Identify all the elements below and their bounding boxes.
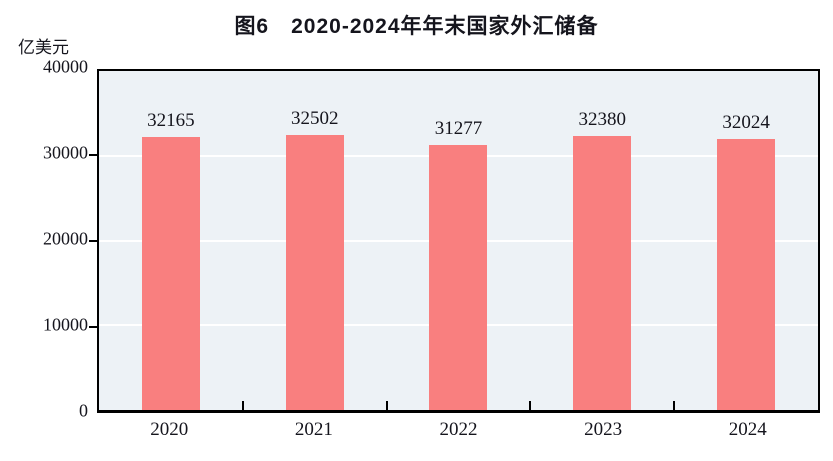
bar-value-label-2024: 32024	[722, 111, 770, 133]
y-tick-label-0: 0	[79, 400, 88, 421]
plot-area: 32165 32502 31277 32380 32024	[97, 69, 820, 413]
y-tick-label-40000: 40000	[43, 56, 88, 77]
bar-slot-2021: 32502	[243, 71, 387, 410]
x-tick-label-2023: 2023	[584, 419, 623, 440]
x-tick-label-2021: 2021	[294, 419, 333, 440]
y-axis-unit-label: 亿美元	[18, 38, 69, 57]
y-axis-tick-marks	[89, 69, 97, 413]
bar-2021	[285, 134, 344, 410]
bar-slot-2020: 32165	[99, 71, 243, 410]
x-tick-label-2020: 2020	[150, 419, 189, 440]
bar-value-label-2020: 32165	[147, 110, 195, 132]
y-tick-label-30000: 30000	[43, 142, 88, 163]
bar-value-label-2022: 31277	[434, 117, 483, 139]
y-tick-mark-10000	[89, 326, 97, 328]
bar-2022	[429, 144, 488, 410]
x-axis-tick-mark-4	[673, 401, 676, 410]
bar-2024	[717, 138, 776, 410]
bar-slot-2024: 32024	[674, 71, 818, 410]
chart-title: 图6 2020-2024年年末国家外汇储备	[234, 15, 599, 38]
x-tick-label-2022: 2022	[439, 419, 478, 440]
bar-slot-2022: 31277	[387, 71, 531, 410]
bar-value-label-2023: 32380	[578, 108, 627, 130]
y-tick-mark-20000	[89, 240, 97, 242]
x-axis-tick-labels: 2020 2021 2022 2023 2024	[97, 419, 820, 445]
bar-value-label-2021: 32502	[290, 107, 339, 129]
plot-inner: 32165 32502 31277 32380 32024	[99, 71, 818, 410]
bar-2020	[141, 137, 200, 410]
y-tick-label-10000: 10000	[43, 314, 88, 335]
y-tick-mark-30000	[89, 154, 97, 156]
x-axis-tick-mark-1	[241, 401, 244, 410]
x-axis-tick-mark-3	[529, 401, 532, 410]
x-tick-label-2024: 2024	[728, 419, 767, 440]
y-tick-label-20000: 20000	[43, 228, 88, 249]
bar-slot-2023: 32380	[530, 71, 674, 410]
y-axis-tick-labels: 0 10000 20000 30000 40000	[0, 57, 88, 421]
x-axis-tick-mark-2	[385, 401, 388, 410]
bar-2023	[573, 135, 632, 410]
